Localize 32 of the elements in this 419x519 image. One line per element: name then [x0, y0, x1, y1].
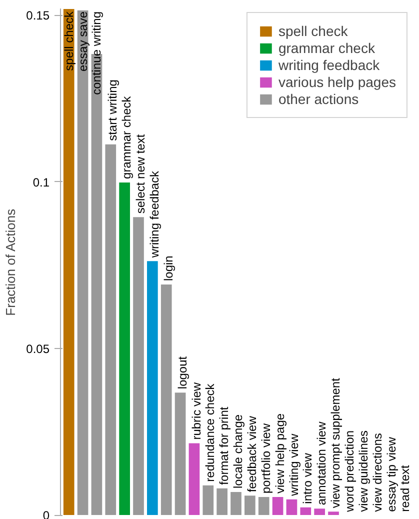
x-tick-label: portfolio view	[258, 423, 273, 494]
x-tick-label: login	[161, 256, 176, 282]
y-tick-label: 0.05	[26, 342, 50, 356]
x-tick-label: continue writing	[90, 11, 104, 95]
x-tick-label: read text	[398, 464, 412, 512]
x-tick-label: select new text	[134, 134, 148, 214]
legend-label: other actions	[278, 91, 359, 107]
y-tick-label: 0.1	[32, 175, 50, 190]
x-tick-label: format for print	[217, 406, 232, 485]
legend-label: spell check	[278, 23, 348, 39]
x-tick-label: rubric view	[189, 382, 204, 440]
x-tick-label: spell check	[62, 10, 76, 71]
y-tick-label: 0.15	[26, 8, 50, 23]
x-tick-label: essay save	[76, 11, 90, 72]
x-tick-label: annotation view	[314, 421, 329, 506]
x-tick-label: start writing	[106, 80, 120, 141]
y-axis-title: Fraction of Actions	[3, 208, 18, 316]
x-tick-label: view directions	[370, 433, 384, 512]
x-tick-label: grammar check	[120, 95, 134, 179]
legend-label: various help pages	[278, 74, 396, 90]
x-tick-label: logout	[175, 356, 190, 390]
x-tick-label: view prompt supplement	[328, 377, 343, 508]
x-tick-label: essay tip view	[384, 436, 398, 512]
x-tick-label: intro view	[300, 452, 315, 504]
x-tick-label: locale change	[231, 414, 246, 488]
x-tick-label: word prediction	[342, 430, 357, 513]
x-tick-label: feedback view	[245, 416, 260, 492]
x-tick-label: redundance check	[203, 382, 218, 482]
x-tick-label: view guidelines	[356, 430, 370, 512]
x-tick-label: writing view	[286, 433, 301, 497]
x-tick-label: writing feedback	[148, 170, 162, 259]
x-tick-label: view help page	[272, 413, 287, 494]
